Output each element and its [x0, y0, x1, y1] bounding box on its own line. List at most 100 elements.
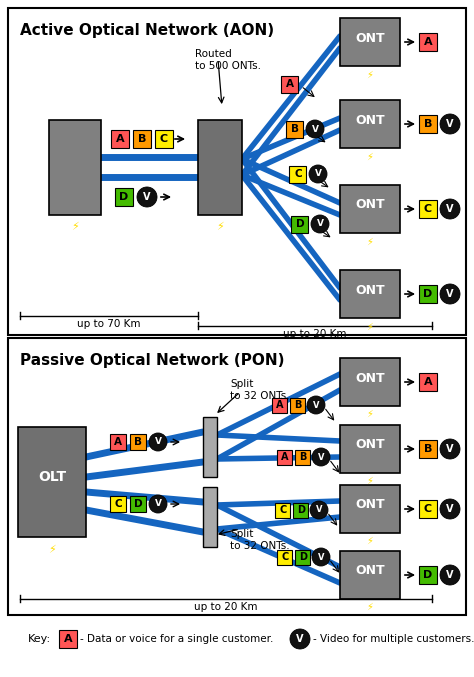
Bar: [115, 188, 133, 206]
Bar: [419, 115, 437, 133]
Circle shape: [306, 120, 324, 138]
Bar: [291, 397, 306, 412]
Text: A: A: [424, 377, 432, 387]
Text: up to 70 Km: up to 70 Km: [77, 319, 141, 329]
Text: B: B: [299, 452, 307, 462]
Text: ONT: ONT: [355, 198, 385, 211]
Text: Split
to 32 ONTs.: Split to 32 ONTs.: [230, 529, 290, 550]
Text: V: V: [446, 570, 454, 580]
Bar: [295, 450, 310, 464]
Bar: [340, 551, 400, 599]
Text: ONT: ONT: [355, 498, 385, 512]
Text: B: B: [424, 444, 432, 454]
Bar: [419, 373, 437, 391]
Circle shape: [311, 215, 329, 233]
Text: OLT: OLT: [38, 470, 66, 484]
Bar: [277, 450, 292, 464]
Text: D: D: [423, 289, 433, 299]
Text: ONT: ONT: [355, 439, 385, 452]
Bar: [277, 550, 292, 565]
Text: V: V: [315, 169, 321, 179]
Bar: [340, 358, 400, 406]
Text: ONT: ONT: [355, 565, 385, 577]
Bar: [340, 100, 400, 148]
Circle shape: [312, 448, 330, 466]
Bar: [59, 630, 77, 648]
Text: V: V: [316, 506, 322, 515]
Text: ONT: ONT: [355, 114, 385, 127]
Circle shape: [440, 499, 460, 519]
Bar: [419, 285, 437, 303]
Text: ⚡: ⚡: [366, 70, 374, 80]
Text: ONT: ONT: [355, 372, 385, 385]
Circle shape: [310, 501, 328, 519]
Bar: [198, 120, 242, 215]
Text: up to 20 Km: up to 20 Km: [283, 329, 347, 339]
Bar: [282, 76, 299, 93]
Text: V: V: [143, 192, 151, 202]
Bar: [8, 8, 466, 335]
Bar: [340, 270, 400, 318]
Text: Routed
to 500 ONTs.: Routed to 500 ONTs.: [195, 49, 261, 70]
Text: V: V: [313, 401, 319, 410]
Circle shape: [290, 629, 310, 649]
Text: V: V: [446, 289, 454, 299]
Text: A: A: [424, 37, 432, 47]
Text: ⚡: ⚡: [366, 152, 374, 162]
Text: D: D: [423, 570, 433, 580]
Bar: [203, 487, 217, 547]
Circle shape: [440, 284, 460, 304]
Text: ⚡: ⚡: [216, 222, 224, 232]
Text: A: A: [286, 79, 294, 89]
Text: D: D: [297, 505, 305, 515]
Text: ⚡: ⚡: [366, 476, 374, 486]
Text: Passive Optical Network (PON): Passive Optical Network (PON): [20, 353, 284, 368]
Text: V: V: [446, 204, 454, 214]
Bar: [419, 200, 437, 218]
Text: B: B: [294, 400, 301, 410]
Text: V: V: [318, 552, 324, 561]
Text: B: B: [138, 134, 146, 144]
Text: Split
to 32 ONTs.: Split to 32 ONTs.: [230, 379, 290, 401]
Text: ⚡: ⚡: [366, 237, 374, 247]
Text: V: V: [296, 634, 304, 644]
Text: C: C: [424, 504, 432, 514]
Bar: [295, 550, 310, 565]
Bar: [133, 130, 151, 148]
Text: D: D: [296, 219, 304, 229]
Text: C: C: [282, 552, 289, 562]
Bar: [275, 502, 291, 517]
Circle shape: [440, 565, 460, 585]
Bar: [290, 165, 307, 183]
Text: A: A: [114, 437, 122, 447]
Text: V: V: [446, 444, 454, 454]
Bar: [340, 18, 400, 66]
Bar: [340, 485, 400, 533]
Text: V: V: [446, 119, 454, 129]
Text: - Video for multiple customers.: - Video for multiple customers.: [313, 634, 474, 644]
Text: D: D: [119, 192, 128, 202]
Circle shape: [312, 548, 330, 566]
Circle shape: [307, 396, 325, 414]
Circle shape: [440, 199, 460, 219]
Bar: [111, 130, 129, 148]
Bar: [293, 502, 309, 517]
Bar: [286, 121, 303, 137]
Text: C: C: [160, 134, 168, 144]
Bar: [8, 338, 466, 615]
Text: Active Optical Network (AON): Active Optical Network (AON): [20, 23, 274, 38]
Bar: [18, 427, 86, 537]
Text: A: A: [281, 452, 289, 462]
Bar: [203, 417, 217, 477]
Bar: [419, 440, 437, 458]
Text: C: C: [279, 505, 287, 515]
Text: V: V: [155, 437, 162, 447]
Text: ⚡: ⚡: [366, 409, 374, 419]
Circle shape: [440, 114, 460, 134]
Circle shape: [137, 187, 157, 207]
Text: V: V: [317, 219, 323, 229]
Text: A: A: [116, 134, 124, 144]
Text: ONT: ONT: [355, 284, 385, 297]
Text: ⚡: ⚡: [366, 536, 374, 546]
Bar: [419, 566, 437, 584]
